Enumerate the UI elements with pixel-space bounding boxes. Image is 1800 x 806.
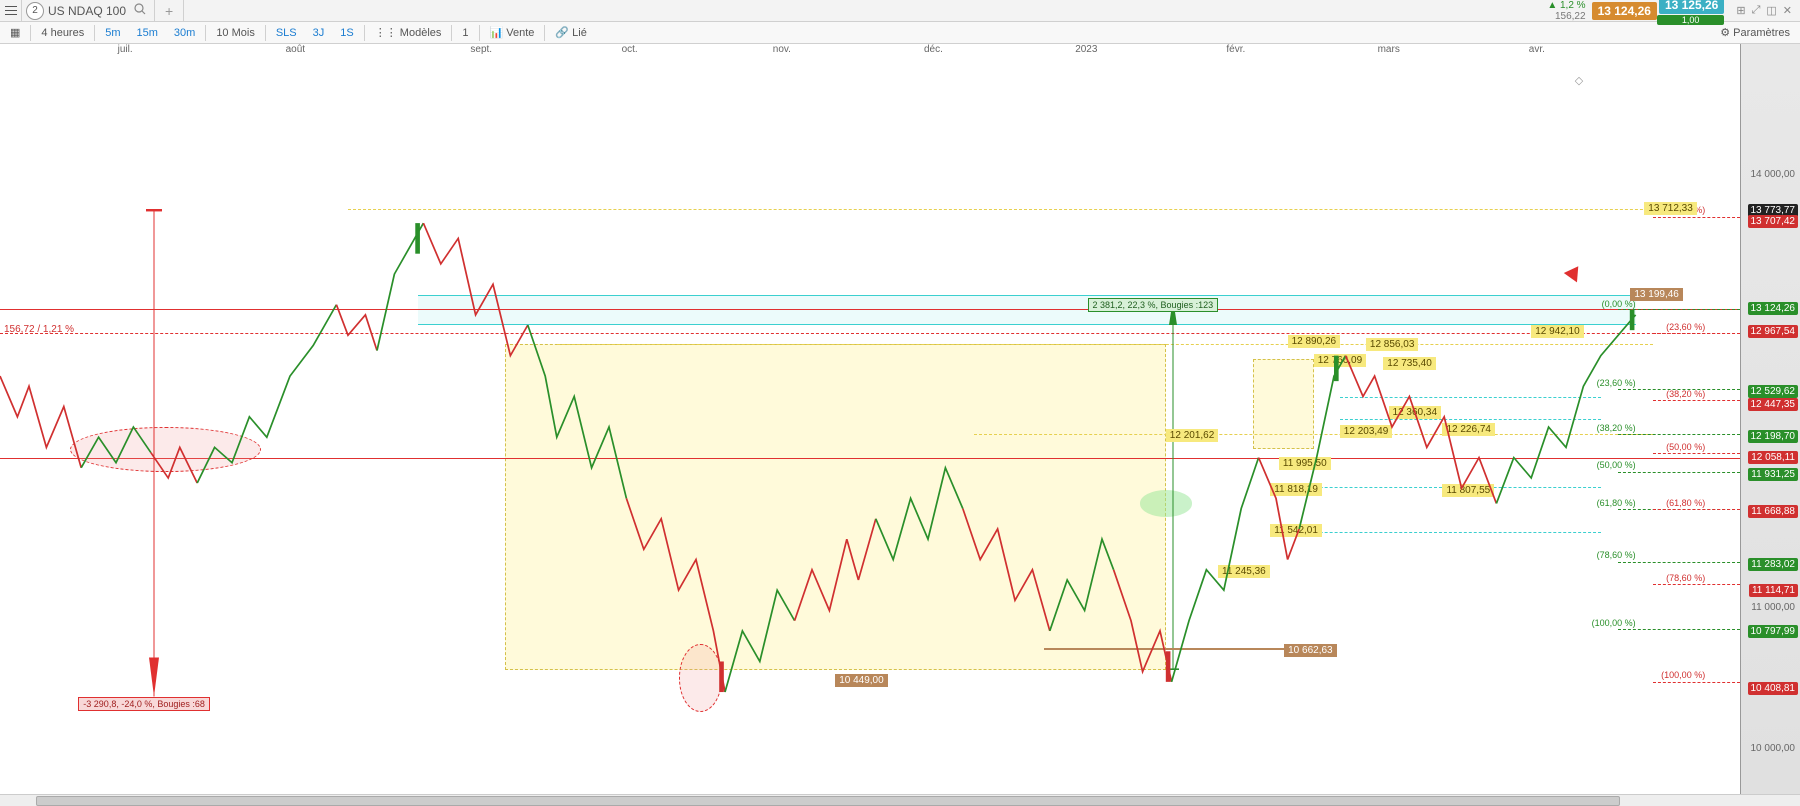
layout-icon[interactable]: ⊞ xyxy=(1736,4,1745,17)
ask-price[interactable]: 13 125,26 xyxy=(1659,0,1724,14)
axis-tick: 13 707,42 xyxy=(1748,215,1799,228)
menu-button[interactable] xyxy=(0,0,22,22)
title-bar: 2 US NDAQ 100 + ▲ 1,2 % 156,22 13 124,26… xyxy=(0,0,1800,22)
tf-15m[interactable]: 15m xyxy=(131,25,164,41)
axis-tick: 11 000,00 xyxy=(1748,601,1798,614)
bid-price[interactable]: 13 124,26 xyxy=(1592,2,1657,20)
chart-plot-area[interactable]: juil. août sept. oct. nov. déc. 2023 fév… xyxy=(0,44,1740,794)
time-label: sept. xyxy=(470,44,492,55)
instrument-badge[interactable]: 2 xyxy=(26,2,44,20)
axis-tick-last: 13 124,26 xyxy=(1748,302,1799,315)
popout-icon[interactable]: ◫ xyxy=(1766,4,1776,17)
models-button[interactable]: ⋮⋮ Modèles xyxy=(369,24,448,41)
time-axis: juil. août sept. oct. nov. déc. 2023 fév… xyxy=(0,44,1680,60)
axis-tick: 14 000,00 xyxy=(1748,168,1799,181)
axis-tick: 12 529,62 xyxy=(1748,385,1799,398)
window-controls: ⊞ ⤢ ◫ ✕ xyxy=(1728,4,1800,17)
time-label: juil. xyxy=(118,44,133,55)
quote-panel: ▲ 1,2 % 156,22 13 124,26 13 125,26 1,00 xyxy=(1543,0,1728,22)
axis-tick: 12 967,54 xyxy=(1748,325,1799,338)
instrument-name[interactable]: US NDAQ 100 xyxy=(48,4,126,18)
time-label: août xyxy=(286,44,305,55)
axis-tick: 11 283,02 xyxy=(1748,558,1798,571)
change-percent: ▲ 1,2 % xyxy=(1547,0,1585,11)
link-button[interactable]: 🔗 Lié xyxy=(549,24,592,41)
settings-button[interactable]: ⚙ Paramètres xyxy=(1714,24,1796,41)
axis-tick: 10 408,81 xyxy=(1748,682,1799,695)
time-label: déc. xyxy=(924,44,943,55)
axis-tick: 12 058,11 xyxy=(1748,451,1798,464)
time-label: oct. xyxy=(622,44,638,55)
expand-icon[interactable]: ⤢ xyxy=(1752,4,1761,17)
close-icon[interactable]: ✕ xyxy=(1783,4,1792,17)
time-label: avr. xyxy=(1529,44,1545,55)
time-label: févr. xyxy=(1226,44,1245,55)
axis-tick: 11 931,25 xyxy=(1748,468,1798,481)
chart-toolbar: ▦ 4 heures 5m 15m 30m 10 Mois SLS 3J 1S … xyxy=(0,22,1800,44)
scroll-thumb[interactable] xyxy=(36,796,1620,806)
time-label: mars xyxy=(1378,44,1400,55)
axis-tick: 12 198,70 xyxy=(1748,430,1799,443)
candlestick-series xyxy=(0,60,1740,794)
3d-button[interactable]: 3J xyxy=(307,25,331,41)
time-label: 2023 xyxy=(1075,44,1097,55)
axis-tick: 12 447,35 xyxy=(1748,398,1799,411)
grid-icon[interactable]: ▦ xyxy=(4,24,26,41)
axis-tick: 11 114,71 xyxy=(1749,584,1798,597)
sale-button[interactable]: 📊 Vente xyxy=(484,24,541,41)
time-scrollbar[interactable] xyxy=(0,794,1800,806)
1w-button[interactable]: 1S xyxy=(334,25,359,41)
price-axis[interactable]: 14 000,00 13 773,77 13 707,42 13 124,26 … xyxy=(1740,44,1800,794)
tf-5m[interactable]: 5m xyxy=(99,25,126,41)
axis-tick: 10 797,99 xyxy=(1748,625,1799,638)
sls-button[interactable]: SLS xyxy=(270,25,303,41)
count-one[interactable]: 1 xyxy=(456,25,474,41)
time-label: nov. xyxy=(773,44,791,55)
change-absolute: 156,22 xyxy=(1547,11,1585,22)
axis-tick: 11 668,88 xyxy=(1748,505,1798,518)
search-icon[interactable] xyxy=(134,3,146,18)
chart-container: juil. août sept. oct. nov. déc. 2023 fév… xyxy=(0,44,1800,794)
tf-30m[interactable]: 30m xyxy=(168,25,201,41)
timeframe-selector[interactable]: 4 heures xyxy=(35,25,90,41)
range-selector[interactable]: 10 Mois xyxy=(210,25,261,41)
axis-tick: 10 000,00 xyxy=(1748,742,1799,755)
new-tab-button[interactable]: + xyxy=(154,0,184,22)
